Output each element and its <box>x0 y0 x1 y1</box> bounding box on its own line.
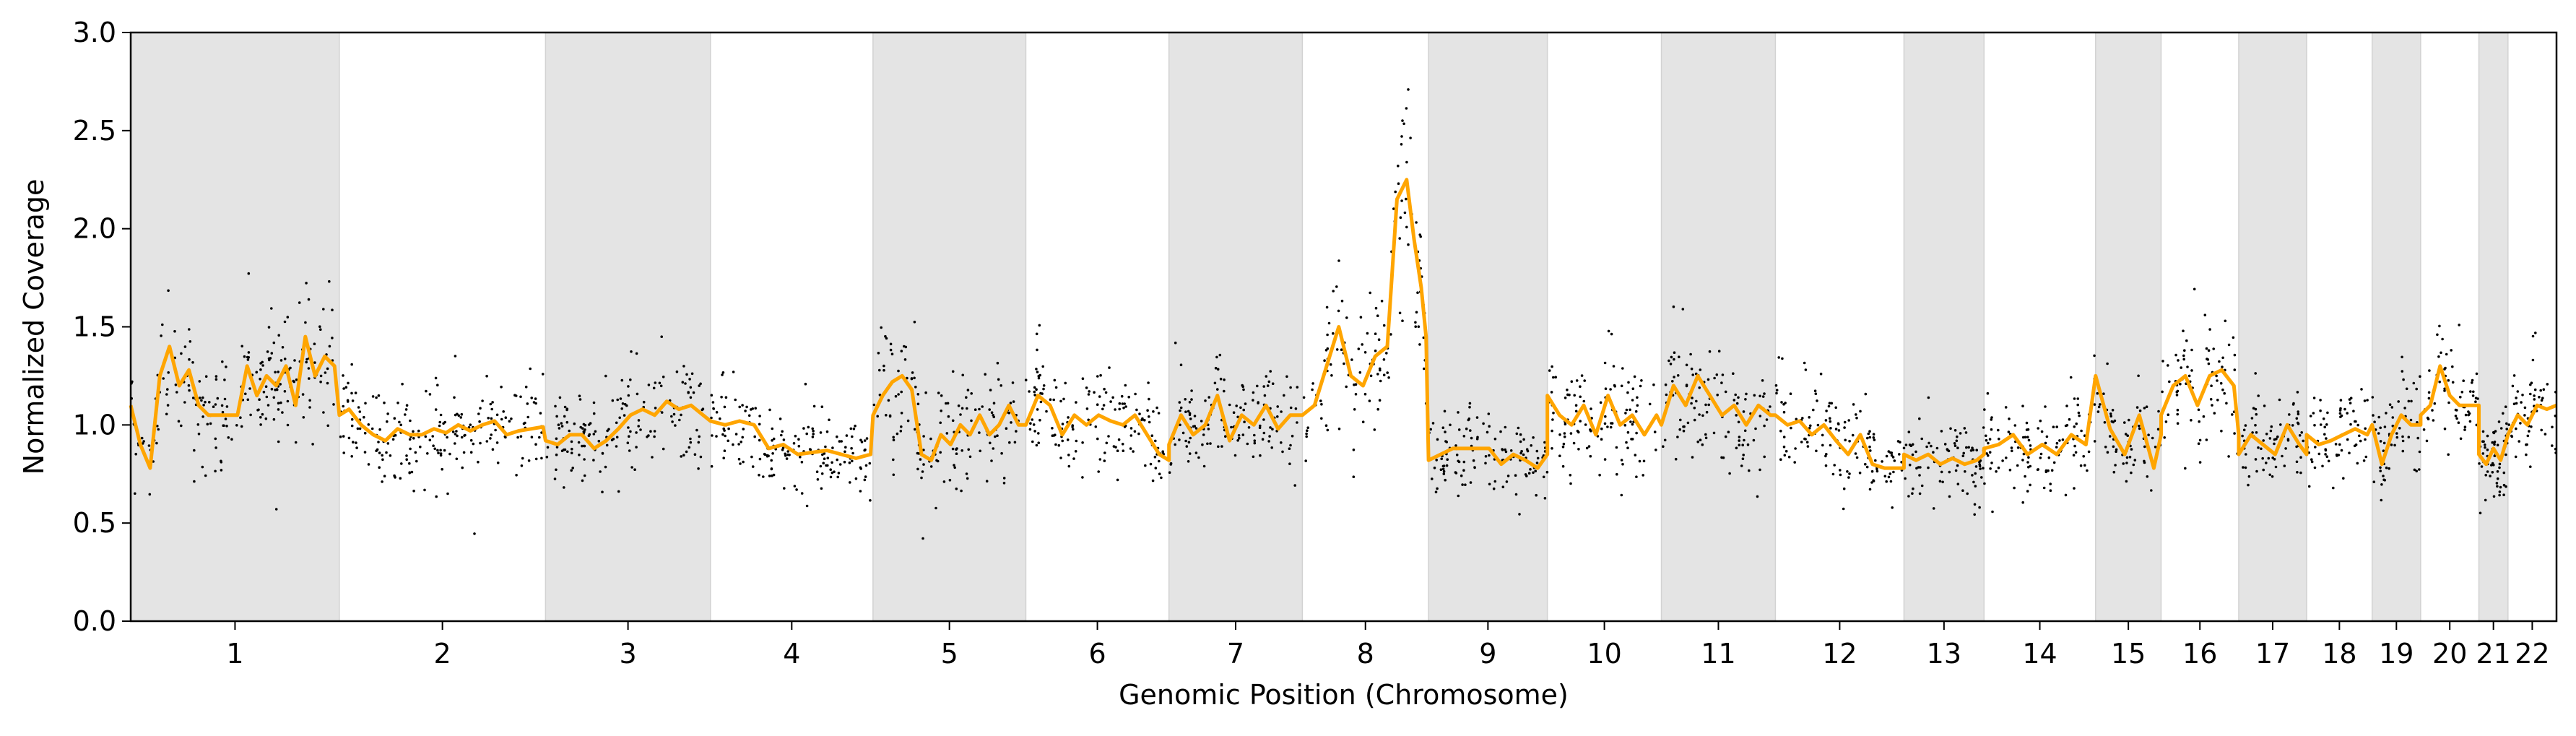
y-axis-label: Normalized Coverage <box>18 179 50 475</box>
chromosome-band-1 <box>130 32 340 622</box>
x-tick-label: 2 <box>434 638 451 670</box>
y-tick-label: 2.0 <box>73 213 116 245</box>
chromosome-bands <box>130 32 2509 622</box>
x-tick-label: 19 <box>2379 638 2414 670</box>
x-tick-label: 5 <box>941 638 958 670</box>
x-tick-label: 22 <box>2515 638 2549 670</box>
x-tick-label: 7 <box>1227 638 1244 670</box>
x-tick-label: 20 <box>2432 638 2467 670</box>
plot-frame <box>129 31 2558 623</box>
x-axis-label: Genomic Position (Chromosome) <box>1119 679 1569 711</box>
x-tick-label: 21 <box>2476 638 2510 670</box>
x-tick-label: 1 <box>226 638 243 670</box>
x-tick-label: 3 <box>620 638 637 670</box>
chromosome-band-3 <box>545 32 711 622</box>
y-axis: 0.0 0.5 1.0 1.5 2.0 2.5 3.0 <box>73 17 131 637</box>
x-axis: 1 2 3 4 5 6 7 8 9 10 11 12 13 14 15 16 17 18 19 20 21 22 <box>226 621 2550 670</box>
y-tick-label: 1.5 <box>73 311 116 343</box>
y-tick-label: 0.0 <box>73 605 116 637</box>
coverage-points <box>130 88 2557 540</box>
x-tick-label: 18 <box>2322 638 2356 670</box>
y-tick-label: 0.5 <box>73 507 116 539</box>
y-tick-label: 1.0 <box>73 409 116 441</box>
y-tick-label: 2.5 <box>73 115 116 147</box>
chromosome-band-7 <box>1168 32 1304 622</box>
x-tick-label: 8 <box>1357 638 1374 670</box>
x-tick-label: 11 <box>1701 638 1735 670</box>
chromosome-band-11 <box>1660 32 1777 622</box>
x-tick-label: 10 <box>1587 638 1621 670</box>
x-tick-label: 16 <box>2182 638 2217 670</box>
x-tick-label: 12 <box>1822 638 1857 670</box>
x-tick-label: 14 <box>2022 638 2057 670</box>
chromosome-band-17 <box>2238 32 2307 622</box>
x-tick-label: 9 <box>1479 638 1496 670</box>
x-tick-label: 15 <box>2111 638 2146 670</box>
x-tick-label: 6 <box>1088 638 1106 670</box>
y-tick-label: 3.0 <box>73 17 116 48</box>
segment-line-group <box>129 178 2557 470</box>
segment-line <box>129 178 2557 470</box>
chromosome-band-5 <box>872 32 1027 622</box>
chromosome-band-19 <box>2371 32 2421 622</box>
coverage-point-cloud <box>130 88 2557 540</box>
chromosome-band-21 <box>2478 32 2509 622</box>
chromosome-band-9 <box>1428 32 1548 622</box>
x-tick-label: 13 <box>1927 638 1961 670</box>
chromosome-band-13 <box>1903 32 1985 622</box>
chromosome-band-15 <box>2095 32 2162 622</box>
x-tick-label: 4 <box>783 638 800 670</box>
x-tick-label: 17 <box>2255 638 2290 670</box>
